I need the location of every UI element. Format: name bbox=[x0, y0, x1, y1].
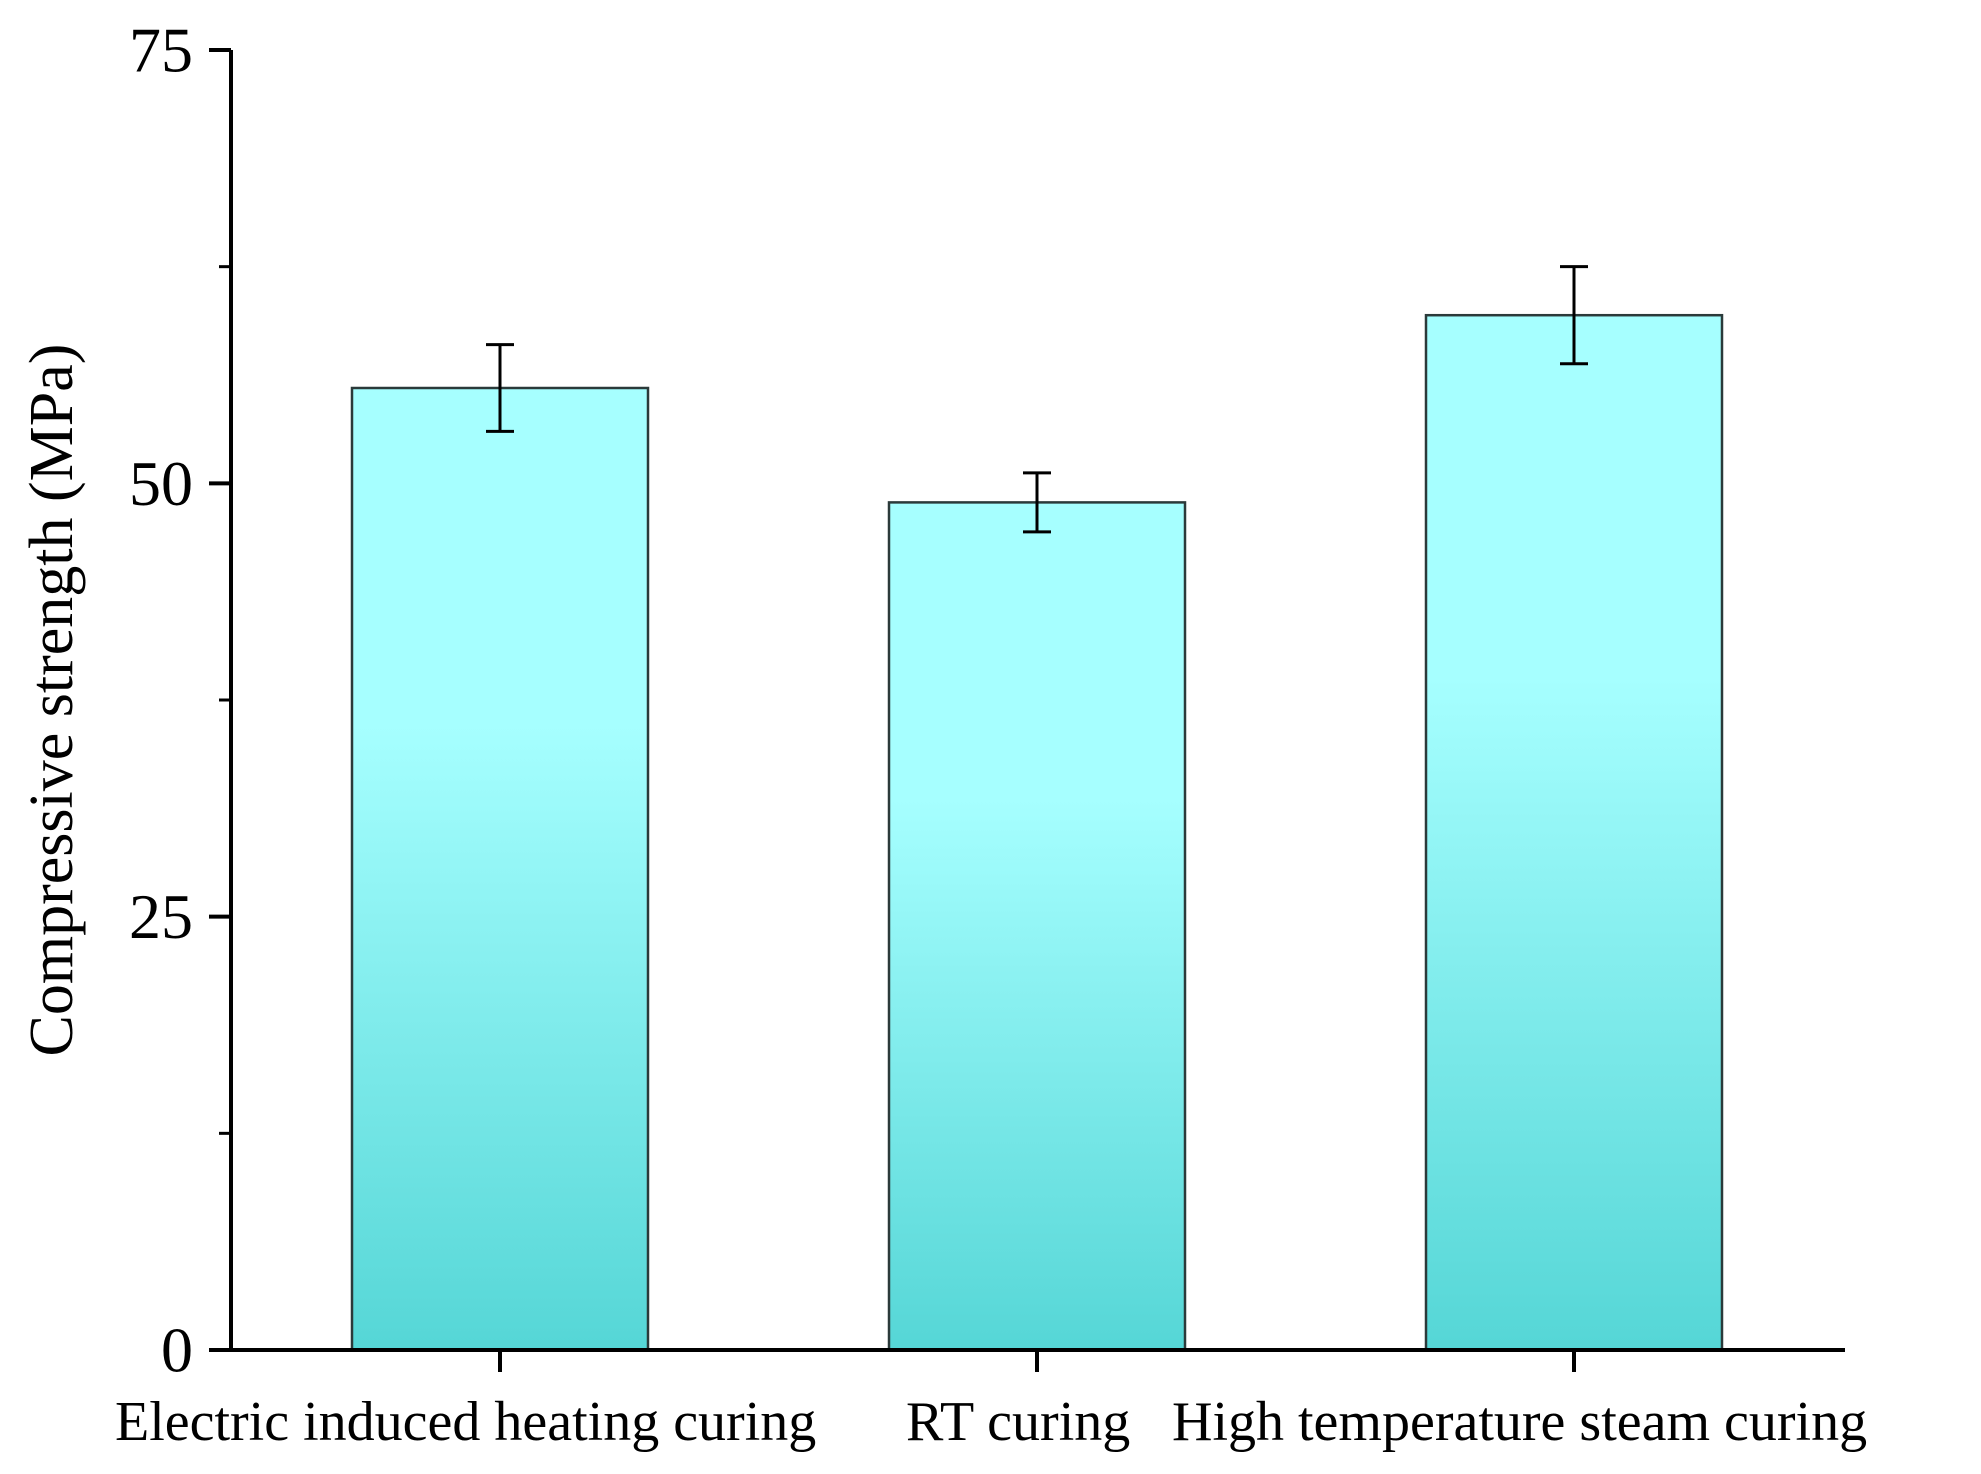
x-category-label-2: RT curing bbox=[906, 1391, 1130, 1453]
y-tick-label-50: 50 bbox=[129, 448, 193, 519]
y-tick-label-25: 25 bbox=[129, 881, 193, 952]
y-tick-label-0: 0 bbox=[161, 1315, 193, 1386]
y-axis-title: Compressive strength (MPa) bbox=[18, 344, 86, 1057]
x-category-label-3: High temperature steam curing bbox=[1172, 1391, 1867, 1453]
bar-2 bbox=[887, 501, 1187, 1352]
y-tick-label-75: 75 bbox=[129, 15, 193, 86]
bar-3 bbox=[1424, 313, 1724, 1352]
x-category-label-1: Electric induced heating curing bbox=[115, 1391, 816, 1453]
bar-1 bbox=[350, 386, 650, 1352]
